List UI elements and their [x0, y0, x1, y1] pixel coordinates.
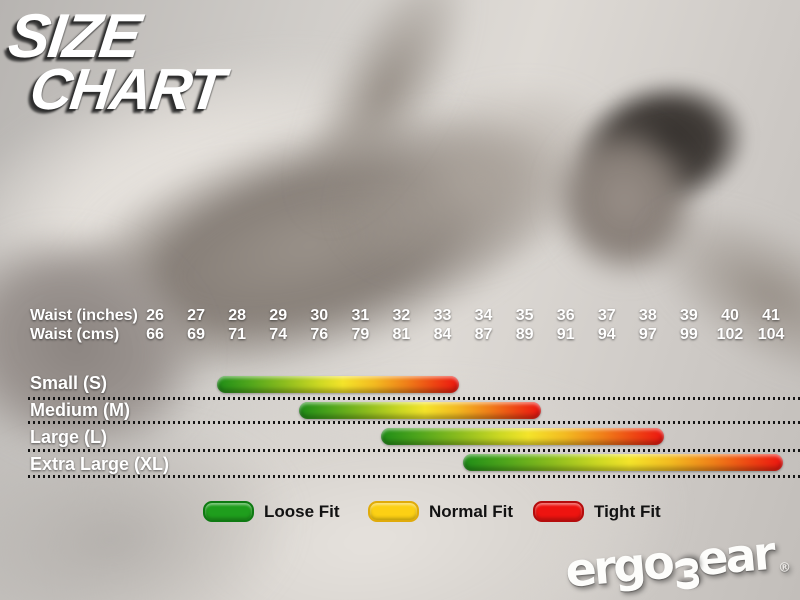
- size-bar-medium: [298, 402, 542, 419]
- waist-inches-value: 33: [433, 307, 452, 324]
- waist-inches-value: 26: [146, 307, 164, 324]
- loose-fit-swatch: [203, 501, 254, 522]
- size-label-small: Small (S): [30, 373, 108, 393]
- legend-item-tight-fit: Tight Fit: [533, 501, 661, 522]
- divider-dotted-line: [28, 421, 800, 424]
- normal-fit-swatch: [368, 501, 419, 522]
- size-label-medium: Medium (M): [30, 400, 130, 420]
- waist-cms-value: 87: [474, 326, 493, 343]
- legend-item-normal-fit: Normal Fit: [368, 501, 513, 522]
- waist-inches-value: 37: [597, 307, 616, 324]
- divider-dotted-line: [28, 449, 800, 452]
- waist-cms-value: 102: [716, 326, 744, 343]
- size-label-large: Large (L): [30, 427, 108, 447]
- tight-fit-swatch: [533, 501, 584, 522]
- logo-text-ergo: ergo: [562, 534, 674, 598]
- page-title: SIZE CHART: [0, 2, 233, 123]
- normal-fit-label: Normal Fit: [429, 501, 514, 521]
- waist-inches-value: 30: [310, 307, 329, 324]
- waist-cms-value: 99: [680, 326, 698, 343]
- title-line-2: CHART: [26, 57, 227, 123]
- divider-dotted-line: [28, 475, 800, 478]
- waist-inches-value: 39: [680, 307, 698, 324]
- waist-inches-label: Waist (inches): [30, 307, 138, 324]
- waist-cms-value: 76: [310, 326, 329, 343]
- tight-fit-label: Tight Fit: [594, 501, 661, 521]
- waist-inches-value: 31: [351, 307, 370, 324]
- waist-cms-value: 74: [269, 326, 288, 343]
- size-bar-large: [380, 428, 665, 445]
- size-label-extra-large: Extra Large (XL): [30, 454, 170, 474]
- size-bar-extra-large: [463, 454, 784, 471]
- waist-cms-value: 89: [515, 326, 534, 343]
- waist-cms-value: 104: [757, 326, 785, 343]
- waist-cms-value: 97: [638, 326, 657, 343]
- waist-cms-label: Waist (cms): [30, 326, 120, 343]
- size-bar-small: [216, 376, 459, 393]
- waist-cms-value: 91: [556, 326, 575, 343]
- waist-inches-value: 40: [721, 307, 739, 324]
- legend-item-loose-fit: Loose Fit: [203, 501, 340, 522]
- waist-inches-value: 38: [638, 307, 657, 324]
- waist-inches-value: 34: [474, 307, 493, 324]
- waist-inches-value: 32: [392, 307, 411, 324]
- waist-inches-value: 41: [762, 307, 780, 324]
- waist-cms-value: 79: [351, 326, 370, 343]
- waist-inches-value: 27: [187, 307, 205, 324]
- waist-inches-value: 29: [269, 307, 288, 324]
- waist-cms-value: 81: [392, 326, 411, 343]
- registered-trademark-icon: ®: [777, 560, 792, 577]
- waist-cms-value: 69: [187, 326, 205, 343]
- waist-cms-value: 84: [433, 326, 452, 343]
- waist-inches-value: 28: [228, 307, 247, 324]
- divider-dotted-line: [28, 397, 800, 400]
- waist-inches-value: 36: [556, 307, 575, 324]
- waist-cms-value: 94: [597, 326, 616, 343]
- loose-fit-label: Loose Fit: [264, 501, 340, 521]
- logo-omega-glyph: ω: [661, 557, 710, 594]
- waist-cms-value: 66: [146, 326, 164, 343]
- waist-inches-value: 35: [515, 307, 534, 324]
- waist-cms-value: 71: [228, 326, 247, 343]
